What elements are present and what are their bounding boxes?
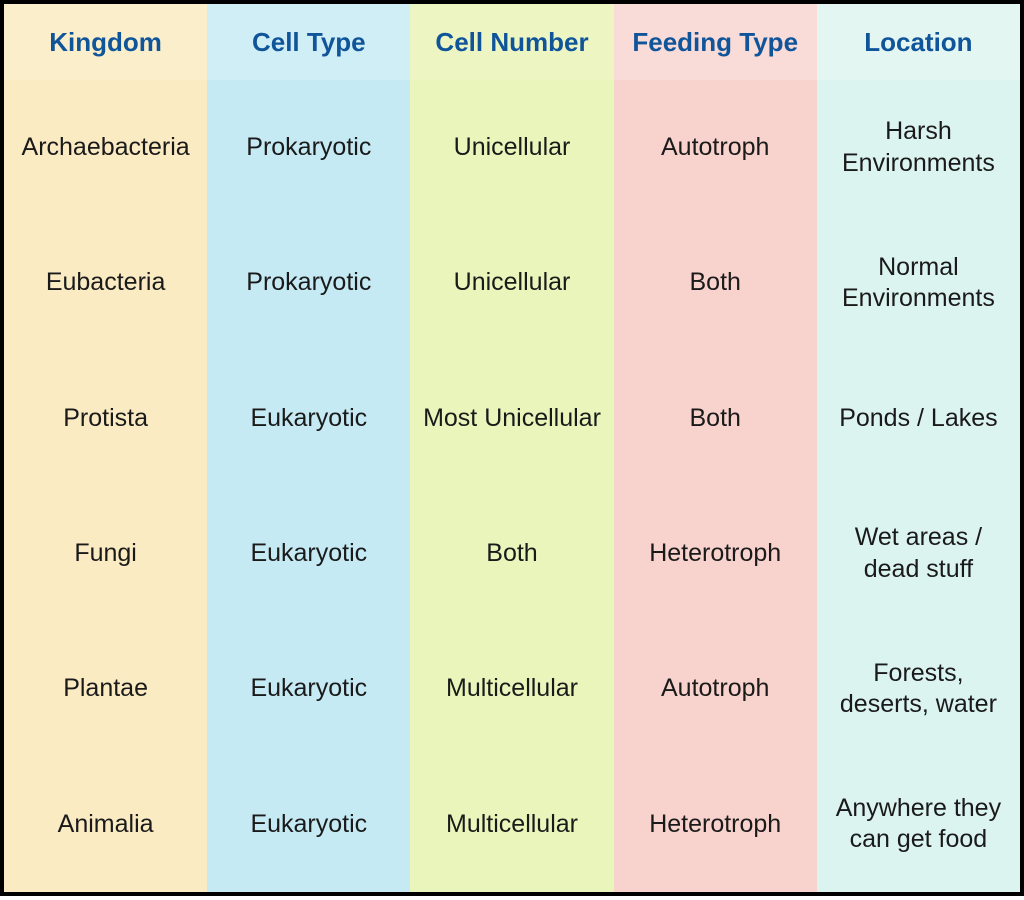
table-body: Archaebacteria Eubacteria Protista Fungi… <box>4 80 1020 892</box>
cell-location: Wet areas / dead stuff <box>817 486 1020 621</box>
cell-cell-type: Prokaryotic <box>207 215 410 350</box>
cell-feeding-type: Autotroph <box>614 80 817 215</box>
cell-feeding-type: Heterotroph <box>614 757 817 892</box>
cell-cell-type: Eukaryotic <box>207 351 410 486</box>
cell-location: Anywhere they can get food <box>817 757 1020 892</box>
cell-kingdom: Plantae <box>4 621 207 756</box>
cell-cell-number: Most Unicellular <box>410 351 613 486</box>
cell-cell-number: Unicellular <box>410 215 613 350</box>
cell-feeding-type: Both <box>614 351 817 486</box>
col-header-feeding-type: Feeding Type <box>614 4 817 80</box>
cell-location: Harsh Environments <box>817 80 1020 215</box>
col-body-cell-number: Unicellular Unicellular Most Unicellular… <box>410 80 613 892</box>
cell-cell-type: Eukaryotic <box>207 621 410 756</box>
col-body-feeding-type: Autotroph Both Both Heterotroph Autotrop… <box>614 80 817 892</box>
cell-kingdom: Eubacteria <box>4 215 207 350</box>
col-header-kingdom: Kingdom <box>4 4 207 80</box>
cell-kingdom: Fungi <box>4 486 207 621</box>
cell-location: Forests, deserts, water <box>817 621 1020 756</box>
cell-cell-type: Prokaryotic <box>207 80 410 215</box>
col-body-location: Harsh Environments Normal Environments P… <box>817 80 1020 892</box>
kingdoms-table: Kingdom Cell Type Cell Number Feeding Ty… <box>0 0 1024 896</box>
col-header-cell-type: Cell Type <box>207 4 410 80</box>
cell-cell-number: Multicellular <box>410 621 613 756</box>
cell-kingdom: Protista <box>4 351 207 486</box>
cell-feeding-type: Both <box>614 215 817 350</box>
col-header-cell-number: Cell Number <box>410 4 613 80</box>
cell-feeding-type: Heterotroph <box>614 486 817 621</box>
col-header-location: Location <box>817 4 1020 80</box>
cell-cell-number: Unicellular <box>410 80 613 215</box>
table-header-row: Kingdom Cell Type Cell Number Feeding Ty… <box>4 4 1020 80</box>
cell-location: Ponds / Lakes <box>817 351 1020 486</box>
cell-location: Normal Environments <box>817 215 1020 350</box>
cell-kingdom: Animalia <box>4 757 207 892</box>
cell-kingdom: Archaebacteria <box>4 80 207 215</box>
col-body-cell-type: Prokaryotic Prokaryotic Eukaryotic Eukar… <box>207 80 410 892</box>
cell-cell-number: Multicellular <box>410 757 613 892</box>
cell-feeding-type: Autotroph <box>614 621 817 756</box>
cell-cell-number: Both <box>410 486 613 621</box>
cell-cell-type: Eukaryotic <box>207 757 410 892</box>
cell-cell-type: Eukaryotic <box>207 486 410 621</box>
col-body-kingdom: Archaebacteria Eubacteria Protista Fungi… <box>4 80 207 892</box>
